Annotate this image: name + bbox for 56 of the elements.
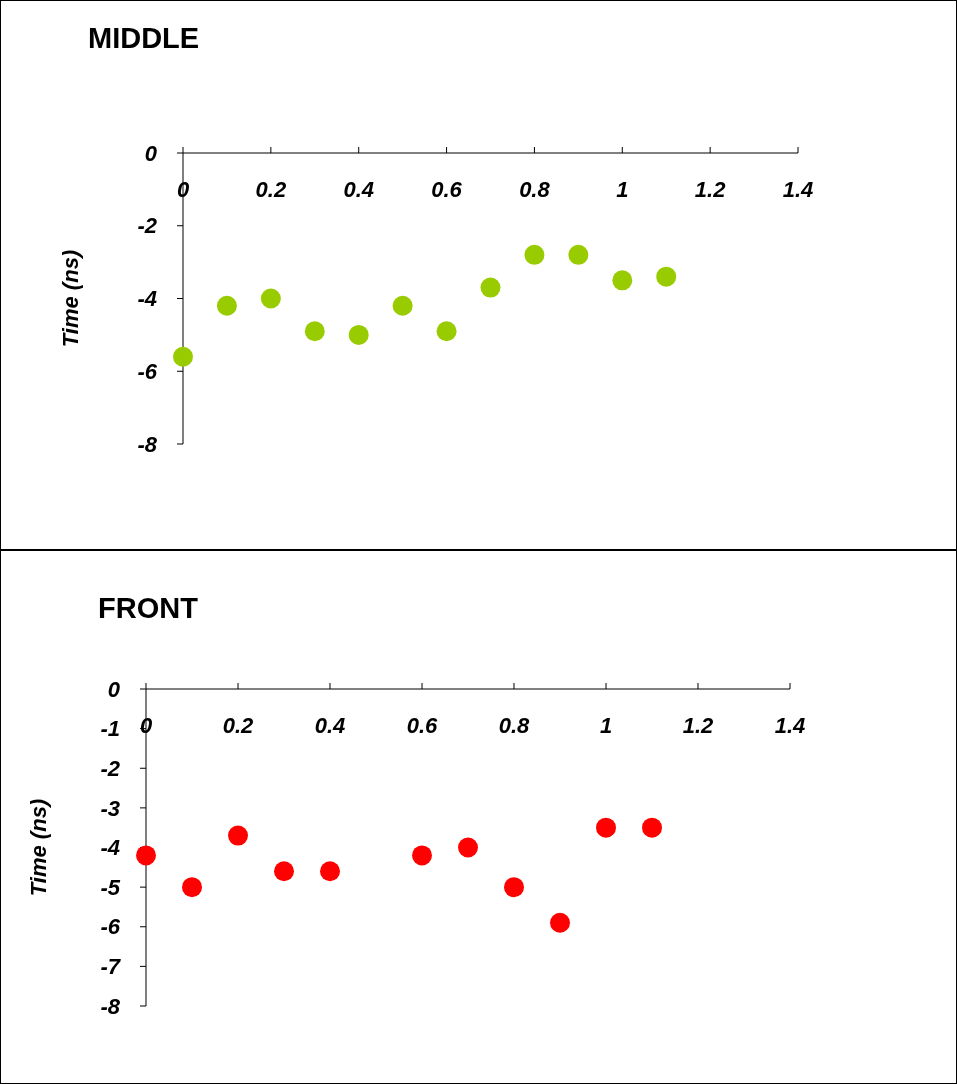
point — [504, 877, 524, 898]
point — [642, 817, 662, 838]
y-tick-label: -7 — [100, 954, 122, 980]
x-tick-label: 0.4 — [343, 177, 375, 202]
y-tick-label: -2 — [100, 755, 121, 781]
y-tick-label: 0 — [144, 140, 158, 166]
x-tick-label: 0.8 — [519, 177, 551, 202]
point — [612, 270, 633, 291]
point — [550, 912, 570, 933]
x-tick-label: 0.2 — [222, 713, 255, 738]
point — [320, 861, 340, 882]
x-tick-label: 1.4 — [782, 177, 814, 202]
point — [304, 321, 325, 342]
x-tick-label: 1.4 — [774, 713, 806, 738]
chart-title: MIDDLE — [88, 22, 200, 54]
y-tick-label: 0 — [107, 676, 121, 702]
point — [260, 288, 281, 309]
point — [480, 277, 501, 298]
point — [436, 321, 457, 342]
y-tick-label: -4 — [100, 835, 120, 861]
point — [596, 817, 616, 838]
y-tick-label: -1 — [100, 716, 120, 742]
point — [458, 837, 478, 858]
point — [524, 244, 545, 265]
y-axis-title: Time (ns) — [26, 798, 51, 897]
x-tick-label: 0.6 — [406, 713, 439, 738]
chart-title: FRONT — [98, 592, 199, 624]
x-tick-label: 0 — [176, 177, 190, 202]
point — [412, 845, 432, 866]
y-tick-label: -3 — [100, 795, 120, 821]
x-tick-label: 1 — [616, 177, 629, 202]
y-tick-label: -4 — [137, 286, 157, 312]
point — [656, 266, 677, 287]
y-tick-label: -2 — [137, 213, 158, 239]
x-tick-label: 1.2 — [694, 177, 727, 202]
point — [274, 861, 294, 882]
point — [136, 845, 156, 866]
point — [228, 825, 248, 846]
point — [348, 324, 369, 345]
point — [173, 346, 193, 367]
x-tick-label: 1.2 — [682, 713, 715, 738]
y-tick-label: -8 — [137, 431, 158, 457]
point — [392, 295, 413, 316]
x-tick-label: 1 — [599, 713, 613, 738]
point — [182, 877, 202, 898]
x-tick-label: 0.2 — [255, 177, 287, 202]
y-tick-label: -6 — [100, 914, 121, 940]
y-tick-label: -5 — [100, 874, 121, 900]
point — [568, 244, 589, 265]
x-tick-label: 0.4 — [314, 713, 346, 738]
y-tick-label: -8 — [100, 993, 121, 1019]
x-tick-label: 0.6 — [431, 177, 463, 202]
y-axis-title: Time (ns) — [58, 249, 83, 348]
y-tick-label: -6 — [137, 358, 158, 384]
point — [216, 295, 237, 316]
x-tick-label: 0.8 — [498, 713, 531, 738]
